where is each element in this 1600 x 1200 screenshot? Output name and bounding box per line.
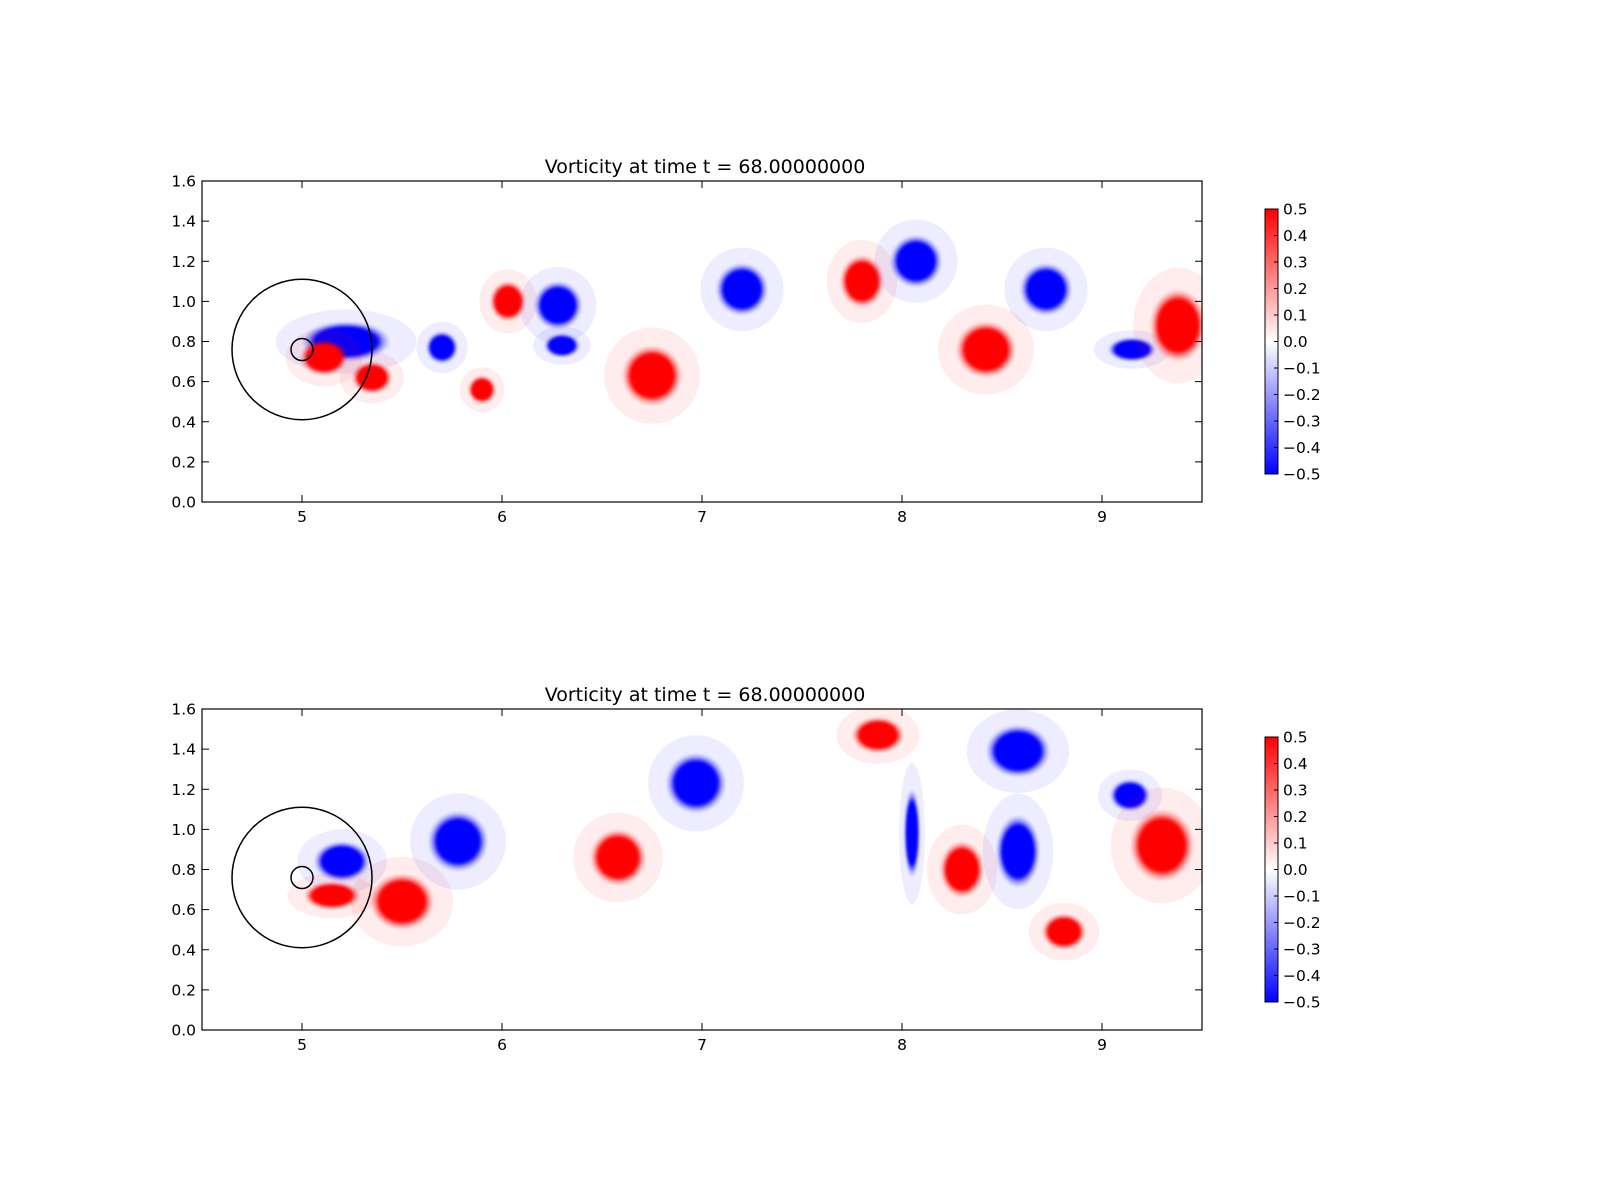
vortex-negative (986, 725, 1050, 778)
vortex-negative (890, 235, 942, 288)
vortex-positive (590, 829, 646, 886)
vortex-positive (840, 255, 884, 308)
y-axis: 0.0 0.2 0.4 0.6 0.8 1.0 1.2 1.4 1.6 (171, 173, 1202, 512)
x-tick-label: 7 (697, 508, 707, 526)
x-tick-label: 5 (297, 508, 307, 526)
colorbar-tick-label: −0.1 (1283, 360, 1321, 378)
x-axis: 5 6 7 8 9 (297, 709, 1107, 1054)
vortex-positive (468, 375, 496, 404)
colorbar-tick-label: 0.2 (1283, 280, 1308, 298)
vortex-negative (426, 331, 458, 364)
y-tick-label: 1.6 (171, 701, 196, 719)
vortex-positive (352, 361, 392, 394)
x-tick-label: 6 (497, 508, 507, 526)
colorbar-tick-label: 0.3 (1283, 254, 1308, 272)
colorbar-tick-label: 0.1 (1283, 307, 1308, 325)
x-tick-label: 6 (497, 1036, 507, 1054)
colorbar-tick-label: −0.5 (1283, 466, 1321, 484)
colorbar-tick-label: −0.4 (1283, 967, 1321, 985)
vortex-positive (1130, 809, 1194, 882)
field-layer (287, 709, 1202, 961)
colorbar-tick-label: −0.2 (1283, 386, 1321, 404)
vortex-negative (1108, 337, 1156, 362)
y-tick-label: 0.8 (171, 333, 196, 351)
colorbar-tick-label: 0.5 (1283, 729, 1308, 747)
y-tick-label: 0.8 (171, 861, 196, 879)
colorbar: 0.5 0.4 0.3 0.2 0.1 0.0 −0.1 −0.2 −0.3 −0.4 −0.5 (1264, 201, 1321, 484)
colorbar-tick-label: −0.2 (1283, 914, 1321, 932)
vortex-negative (666, 753, 726, 814)
vortex-positive (852, 717, 904, 754)
chart-title: Vorticity at time t = 68.00000000 (545, 156, 866, 178)
colorbar-tick-label: 0.4 (1283, 227, 1308, 245)
y-tick-label: 0.4 (171, 941, 196, 959)
y-tick-label: 1.2 (171, 253, 196, 271)
colorbar-tick-label: 0.1 (1283, 835, 1308, 853)
colorbar-tick-label: 0.5 (1283, 201, 1308, 219)
vortex-positive (1042, 913, 1086, 950)
chart-title: Vorticity at time t = 68.00000000 (545, 684, 866, 706)
x-tick-label: 5 (297, 1036, 307, 1054)
vortex-negative (996, 815, 1040, 888)
y-tick-label: 1.0 (171, 821, 196, 839)
marker-layer (231, 806, 373, 949)
y-tick-label: 0.4 (171, 413, 196, 431)
colorbar-tick-label: 0.2 (1283, 808, 1308, 826)
vortex-positive (956, 321, 1016, 378)
colorbar-tick-label: 0.0 (1283, 333, 1308, 351)
x-tick-label: 7 (697, 1036, 707, 1054)
vortex-positive (490, 281, 526, 322)
vortex-negative (544, 333, 580, 358)
x-axis: 5 6 7 8 9 (297, 181, 1107, 526)
vortex-positive (622, 345, 682, 406)
colorbar-tick-label: −0.4 (1283, 439, 1321, 457)
vortex-negative (314, 841, 370, 882)
vortex-negative (428, 811, 488, 872)
vortex-positive (1150, 289, 1202, 362)
vortex-positive (304, 881, 360, 910)
domain-circle (231, 806, 373, 949)
colorbar: 0.5 0.4 0.3 0.2 0.1 0.0 −0.1 −0.2 −0.3 −0.4 −0.5 (1264, 729, 1321, 1012)
vortex-positive (300, 339, 348, 376)
y-tick-label: 1.4 (171, 741, 196, 759)
x-tick-label: 9 (1097, 508, 1107, 526)
domain-circle (290, 865, 314, 890)
vortex-positive (370, 873, 434, 930)
colorbar-tick-label: −0.3 (1283, 413, 1321, 431)
vortex-positive (940, 841, 984, 898)
y-tick-label: 0.6 (171, 373, 196, 391)
colorbar-tick-label: 0.0 (1283, 861, 1308, 879)
y-tick-label: 1.6 (171, 173, 196, 191)
vortex-negative (1020, 263, 1072, 316)
y-tick-label: 0.0 (171, 494, 196, 512)
vortex-negative (716, 263, 768, 316)
x-tick-label: 9 (1097, 1036, 1107, 1054)
field-layer (275, 219, 1202, 424)
domain-circle (231, 278, 373, 421)
colorbar-tick-label: −0.1 (1283, 888, 1321, 906)
marker-layer (231, 278, 373, 421)
y-tick-label: 1.2 (171, 781, 196, 799)
x-tick-label: 8 (897, 1036, 907, 1054)
colorbar-tick-label: −0.3 (1283, 941, 1321, 959)
domain-circle (290, 337, 314, 362)
vortex-negative (904, 789, 920, 878)
vortex-negative (534, 281, 582, 330)
colorbar-tick-label: −0.5 (1283, 994, 1321, 1012)
y-tick-label: 0.2 (171, 981, 196, 999)
y-tick-label: 0.0 (171, 1022, 196, 1040)
y-tick-label: 0.6 (171, 901, 196, 919)
colorbar-tick-label: 0.3 (1283, 782, 1308, 800)
y-tick-label: 1.4 (171, 213, 196, 231)
colorbar-tick-label: 0.4 (1283, 755, 1308, 773)
y-axis: 0.0 0.2 0.4 0.6 0.8 1.0 1.2 1.4 1.6 (171, 701, 1202, 1040)
vortex-negative (1110, 779, 1150, 812)
y-tick-label: 0.2 (171, 453, 196, 471)
x-tick-label: 8 (897, 508, 907, 526)
y-tick-label: 1.0 (171, 293, 196, 311)
